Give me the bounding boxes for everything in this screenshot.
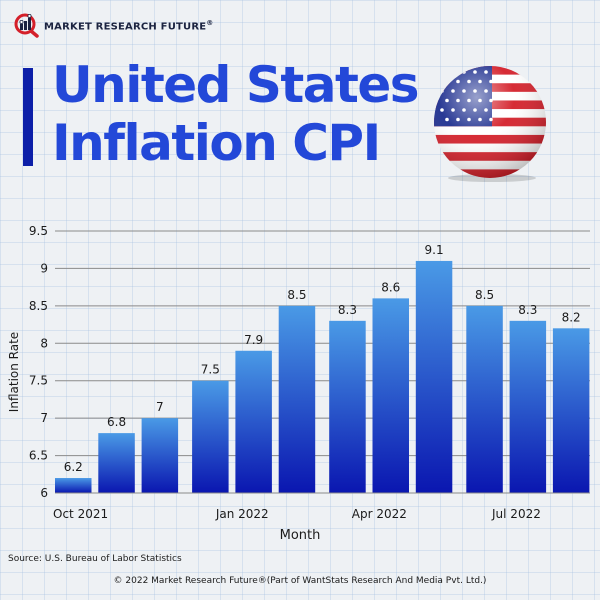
bar — [509, 320, 547, 493]
bar — [329, 320, 366, 493]
title-accent-bar — [23, 68, 33, 166]
y-tick-label: 9 — [40, 261, 48, 275]
page-title: United States Inflation CPI — [52, 56, 420, 172]
bar — [141, 418, 179, 493]
x-axis-label: Month — [279, 528, 321, 543]
y-tick-label: 9.5 — [29, 224, 48, 238]
bar — [235, 350, 272, 493]
data-label: 7.5 — [201, 363, 220, 377]
brand-logo: MARKET RESEARCH FUTURE® — [14, 12, 214, 38]
data-label: 8.5 — [475, 288, 494, 302]
bar — [552, 328, 590, 493]
y-tick-label: 8.5 — [29, 299, 48, 313]
bar — [415, 260, 453, 493]
y-tick-labels: 6 6.5 7 7.5 8 8.5 9 9.5 — [29, 224, 48, 500]
data-label: 8.5 — [287, 288, 306, 302]
logo-name: MARKET RESEARCH FUTURE — [44, 21, 207, 33]
data-label: 7 — [156, 400, 164, 414]
data-label: 6.2 — [64, 460, 83, 474]
y-tick-label: 7 — [40, 411, 48, 425]
title-line-2: Inflation CPI — [52, 114, 381, 172]
bar — [192, 380, 229, 493]
bar — [372, 298, 409, 493]
data-label: 8.6 — [381, 280, 400, 294]
copyright-note: © 2022 Market Research Future®(Part of W… — [113, 576, 487, 586]
logo-text: MARKET RESEARCH FUTURE® — [44, 17, 214, 33]
y-tick-label: 6 — [40, 486, 48, 500]
bars — [55, 260, 590, 494]
data-label: 6.8 — [107, 415, 126, 429]
magnifier-bar-chart-icon — [14, 12, 40, 38]
y-axis-label: Inflation Rate — [7, 332, 21, 412]
x-tick-label: Oct 2021 — [53, 507, 108, 521]
bar — [98, 433, 135, 493]
bar — [466, 305, 503, 493]
data-label: 8.3 — [338, 303, 357, 317]
x-tick-labels: Oct 2021 Jan 2022 Apr 2022 Jul 2022 — [53, 507, 541, 521]
data-label: 8.3 — [518, 303, 537, 317]
x-tick-label: Jul 2022 — [491, 507, 541, 521]
x-tick-label: Apr 2022 — [352, 507, 407, 521]
data-label: 7.9 — [244, 333, 263, 347]
data-labels: 6.2 6.8 7 7.5 7.9 8.5 8.3 8.6 9.1 8.5 8.3 8.2 — [64, 243, 581, 474]
us-flag-sphere-icon — [430, 62, 550, 186]
x-tick-label: Jan 2022 — [215, 507, 269, 521]
bar — [278, 305, 316, 493]
y-tick-label: 8 — [40, 336, 48, 350]
data-label: 9.1 — [425, 243, 444, 257]
y-tick-label: 7.5 — [29, 374, 48, 388]
data-label: 8.2 — [562, 310, 581, 324]
source-note: Source: U.S. Bureau of Labor Statistics — [8, 554, 182, 564]
logo-registered-mark: ® — [206, 18, 214, 27]
bar — [55, 478, 92, 493]
title-line-1: United States — [52, 56, 420, 114]
y-tick-label: 6.5 — [29, 449, 48, 463]
